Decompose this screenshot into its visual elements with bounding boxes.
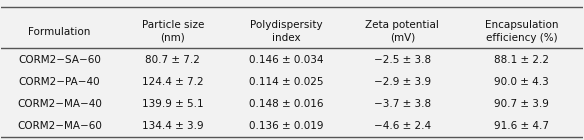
Text: 91.6 ± 4.7: 91.6 ± 4.7 [494,121,549,131]
Text: 124.4 ± 7.2: 124.4 ± 7.2 [142,77,204,87]
Text: 0.148 ± 0.016: 0.148 ± 0.016 [249,99,324,109]
Text: 90.7 ± 3.9: 90.7 ± 3.9 [494,99,549,109]
Text: −3.7 ± 3.8: −3.7 ± 3.8 [374,99,431,109]
Text: 0.136 ± 0.019: 0.136 ± 0.019 [249,121,324,131]
Text: CORM2−MA−40: CORM2−MA−40 [17,99,102,109]
Text: Particle size
(nm): Particle size (nm) [142,20,204,43]
Text: Encapsulation
efficiency (%): Encapsulation efficiency (%) [485,20,558,43]
Text: −2.5 ± 3.8: −2.5 ± 3.8 [374,55,431,65]
Text: 0.146 ± 0.034: 0.146 ± 0.034 [249,55,324,65]
Text: 0.114 ± 0.025: 0.114 ± 0.025 [249,77,324,87]
Text: 80.7 ± 7.2: 80.7 ± 7.2 [145,55,200,65]
Text: 88.1 ± 2.2: 88.1 ± 2.2 [494,55,549,65]
Text: CORM2−SA−60: CORM2−SA−60 [18,55,101,65]
Text: CORM2−PA−40: CORM2−PA−40 [19,77,100,87]
Text: Zeta potential
(mV): Zeta potential (mV) [366,20,439,43]
Text: CORM2−MA−60: CORM2−MA−60 [17,121,102,131]
Text: −2.9 ± 3.9: −2.9 ± 3.9 [374,77,431,87]
Text: Polydispersity
index: Polydispersity index [250,20,322,43]
Text: 139.9 ± 5.1: 139.9 ± 5.1 [142,99,204,109]
Text: Formulation: Formulation [28,27,91,37]
Text: 90.0 ± 4.3: 90.0 ± 4.3 [494,77,549,87]
Text: −4.6 ± 2.4: −4.6 ± 2.4 [374,121,431,131]
Text: 134.4 ± 3.9: 134.4 ± 3.9 [142,121,204,131]
